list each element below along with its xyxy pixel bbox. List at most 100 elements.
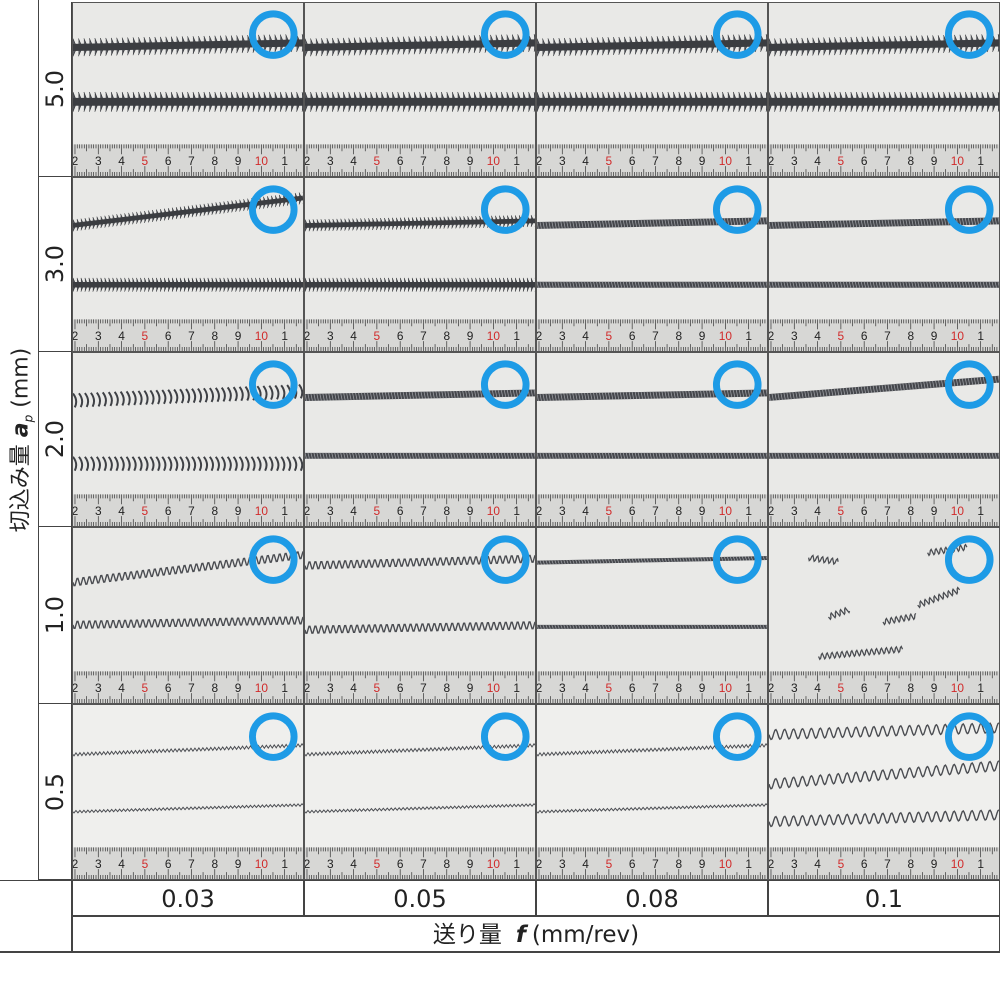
ruler-label: 5 bbox=[838, 681, 845, 695]
chip-sample bbox=[73, 33, 303, 112]
ruler-label: 10 bbox=[255, 154, 269, 168]
ruler-label: 10 bbox=[487, 857, 501, 871]
ruler-label: 6 bbox=[397, 504, 404, 518]
ruler-label: 7 bbox=[884, 504, 891, 518]
ruler-label: 2 bbox=[305, 154, 310, 168]
ruler-label: 8 bbox=[211, 154, 218, 168]
ruler-label: 1 bbox=[281, 329, 288, 343]
circle-marker-icon bbox=[480, 10, 530, 59]
ruler-label: 3 bbox=[791, 329, 798, 343]
ruler-label: 5 bbox=[374, 329, 381, 343]
ruler-label: 7 bbox=[652, 504, 659, 518]
chip-sample bbox=[73, 191, 303, 292]
ruler-label: 4 bbox=[118, 154, 125, 168]
ruler-label: 8 bbox=[675, 329, 682, 343]
ruler-label: 10 bbox=[719, 681, 733, 695]
column-label-0-1: 0.1 bbox=[768, 880, 1000, 916]
chip-photo-ap2.0-f0.08: 234567891012 bbox=[536, 352, 768, 527]
ruler-label: 1 bbox=[513, 329, 520, 343]
ruler-label: 7 bbox=[884, 857, 891, 871]
ruler-label: 2 bbox=[73, 857, 78, 871]
column-label-0-08: 0.08 bbox=[536, 880, 768, 916]
ruler-label: 3 bbox=[327, 329, 334, 343]
ruler-label: 6 bbox=[861, 154, 868, 168]
ruler-label: 5 bbox=[374, 504, 381, 518]
ruler-label: 10 bbox=[487, 154, 501, 168]
chip-sample bbox=[73, 742, 303, 814]
y-axis-title-cell: 切込み量 ap (mm) bbox=[0, 0, 39, 880]
ruler-label: 10 bbox=[255, 329, 269, 343]
ruler-label: 9 bbox=[235, 504, 242, 518]
ruler-label: 4 bbox=[814, 329, 821, 343]
circle-marker-icon bbox=[480, 535, 530, 584]
ruler-label: 10 bbox=[719, 857, 733, 871]
chip-sample bbox=[73, 551, 303, 629]
ruler-label: 8 bbox=[443, 681, 450, 695]
chip-photo-ap0.5-f0.03: 234567891012 bbox=[72, 704, 304, 880]
ruler-label: 8 bbox=[211, 857, 218, 871]
ruler-label: 2 bbox=[305, 681, 310, 695]
chip-photo-ap5.0-f0.05: 234567891012 bbox=[304, 2, 536, 177]
ruler-label: 8 bbox=[675, 681, 682, 695]
ruler-label: 5 bbox=[606, 857, 613, 871]
chip-sample bbox=[305, 554, 535, 634]
ruler-label: 1 bbox=[281, 681, 288, 695]
chip-photo-ap5.0-f0.08: 234567891012 bbox=[536, 2, 768, 177]
y-axis-title-text: 切込み量 bbox=[8, 444, 34, 533]
ruler-label: 3 bbox=[559, 329, 566, 343]
ruler-label: 2 bbox=[769, 154, 774, 168]
ruler-label: 8 bbox=[907, 681, 914, 695]
ruler-label: 2 bbox=[537, 154, 542, 168]
ruler-label: 10 bbox=[951, 504, 965, 518]
ruler-label: 7 bbox=[420, 857, 427, 871]
ruler-label: 3 bbox=[559, 154, 566, 168]
ruler-label: 9 bbox=[467, 681, 474, 695]
corner-cell bbox=[0, 880, 72, 952]
ruler-label: 2 bbox=[537, 504, 542, 518]
ruler-label: 9 bbox=[235, 154, 242, 168]
ruler-label: 8 bbox=[443, 857, 450, 871]
ruler-label: 4 bbox=[582, 329, 589, 343]
ruler-label: 5 bbox=[374, 154, 381, 168]
chip-sample bbox=[537, 217, 767, 288]
ruler-label: 4 bbox=[350, 329, 357, 343]
ruler-label: 5 bbox=[374, 857, 381, 871]
chip-photo-ap3.0-f0.05: 234567891012 bbox=[304, 177, 536, 352]
ruler-label: 6 bbox=[861, 857, 868, 871]
ruler-label: 9 bbox=[931, 329, 938, 343]
ruler-label: 3 bbox=[559, 681, 566, 695]
ruler-label: 3 bbox=[327, 857, 334, 871]
ruler-label: 9 bbox=[235, 329, 242, 343]
ruler-label: 4 bbox=[118, 329, 125, 343]
ruler-label: 1 bbox=[281, 154, 288, 168]
ruler-label: 8 bbox=[443, 504, 450, 518]
ruler-label: 7 bbox=[420, 329, 427, 343]
x-axis-unit: (mm/rev) bbox=[531, 922, 640, 948]
ruler-label: 2 bbox=[73, 504, 78, 518]
ruler-label: 10 bbox=[951, 857, 965, 871]
circle-marker-icon bbox=[712, 535, 762, 584]
ruler-label: 7 bbox=[420, 504, 427, 518]
ruler-label: 9 bbox=[699, 681, 706, 695]
ruler-label: 3 bbox=[95, 504, 102, 518]
ruler-label: 10 bbox=[951, 154, 965, 168]
ruler-label: 7 bbox=[420, 154, 427, 168]
column-label-0-03: 0.03 bbox=[72, 880, 304, 916]
ruler-label: 4 bbox=[350, 504, 357, 518]
ruler-label: 4 bbox=[118, 504, 125, 518]
ruler-label: 3 bbox=[327, 504, 334, 518]
ruler-label: 2 bbox=[769, 857, 774, 871]
ruler-label: 9 bbox=[699, 504, 706, 518]
circle-marker-icon bbox=[944, 712, 994, 761]
ruler-label: 7 bbox=[884, 681, 891, 695]
ruler-label: 2 bbox=[305, 857, 310, 871]
ruler-label: 1 bbox=[281, 504, 288, 518]
ruler-label: 2 bbox=[73, 154, 78, 168]
ruler-label: 5 bbox=[142, 681, 149, 695]
ruler-label: 10 bbox=[255, 504, 269, 518]
chip-photo-ap2.0-f0.03: 234567891012 bbox=[72, 352, 304, 527]
chip-photo-ap1.0-f0.08: 234567891012 bbox=[536, 527, 768, 704]
ruler-label: 1 bbox=[513, 154, 520, 168]
ruler-label: 6 bbox=[861, 504, 868, 518]
ruler-label: 1 bbox=[745, 681, 752, 695]
